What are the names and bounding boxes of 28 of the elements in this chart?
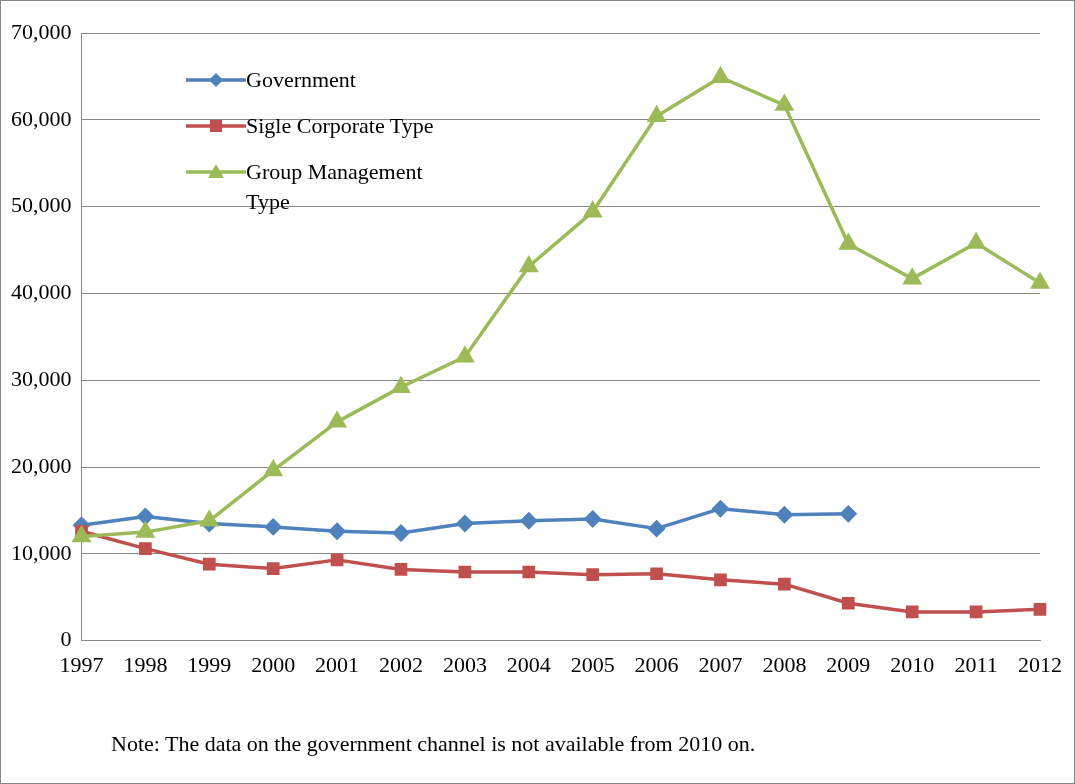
legend-label: Sigle Corporate Type [246,112,434,140]
x-tick-label: 2011 [954,651,998,677]
x-tick-label: 2010 [890,651,935,677]
y-tick-label: 20,000 [11,452,72,478]
legend-label: Group Management Type [246,158,424,216]
x-tick-label: 2009 [826,651,871,677]
y-tick-label: 30,000 [11,365,72,391]
y-tick-label: 40,000 [11,279,72,305]
x-tick-label: 2008 [762,651,807,677]
y-tick-label: 10,000 [11,539,72,565]
x-tick-label: 2001 [315,651,360,677]
x-tick-label: 2000 [251,651,296,677]
x-tick-label: 1998 [123,651,168,677]
y-tick-label: 50,000 [11,192,72,218]
y-tick-label: 0 [60,626,72,652]
x-tick-label: 2005 [570,651,615,677]
x-tick-label: 2004 [506,651,551,677]
legend-label: Government [246,66,356,94]
x-tick-label: 2002 [379,651,423,677]
x-tick-label: 2006 [634,651,679,677]
y-tick-label: 60,000 [11,105,72,131]
text: Note: The data on the government channel is not available from 2010 on. [111,731,756,757]
x-tick-label: 1999 [187,651,232,677]
y-tick-label: 70,000 [11,18,72,44]
x-tick-label: 1997 [59,651,104,677]
x-tick-label: 2007 [698,651,743,677]
x-tick-label: 2012 [1018,651,1062,677]
x-tick-label: 2003 [442,651,487,677]
